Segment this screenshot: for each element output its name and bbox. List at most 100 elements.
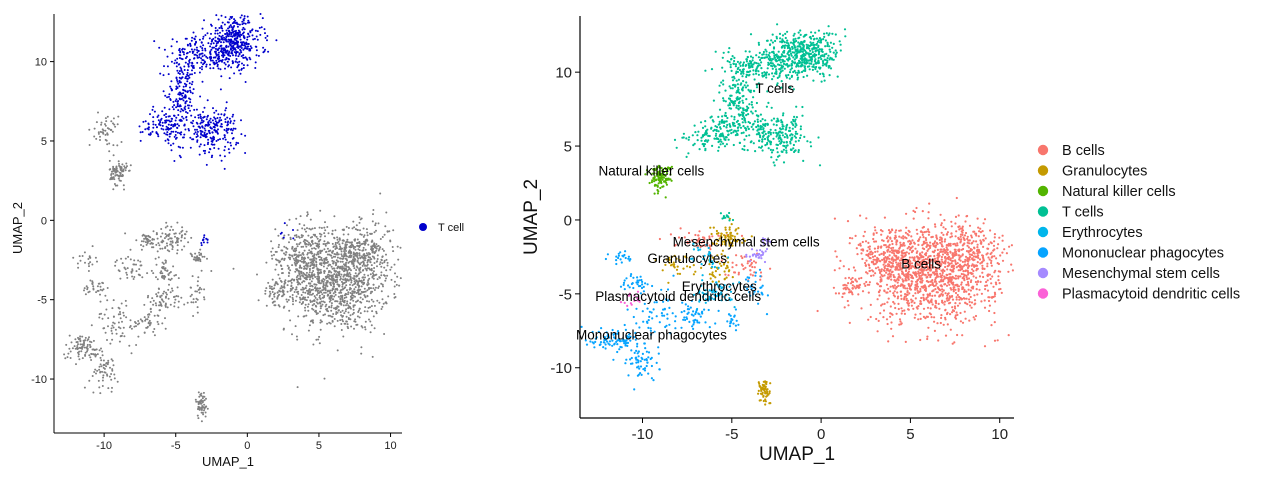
point — [269, 287, 272, 290]
point — [217, 128, 219, 131]
point — [179, 119, 182, 122]
point — [123, 165, 126, 168]
point — [955, 230, 958, 233]
point — [111, 338, 114, 341]
point — [288, 218, 291, 221]
point — [325, 258, 328, 261]
point — [224, 48, 226, 51]
point — [101, 350, 104, 353]
point — [139, 274, 141, 277]
point — [110, 373, 113, 375]
point — [72, 256, 75, 259]
point — [170, 117, 173, 120]
point — [164, 226, 167, 229]
point — [327, 271, 330, 274]
point — [302, 240, 305, 243]
point — [166, 131, 169, 134]
point — [143, 303, 146, 306]
point — [240, 14, 243, 17]
point — [110, 329, 113, 332]
point — [892, 300, 895, 304]
point — [385, 211, 388, 214]
point — [359, 266, 362, 269]
point — [955, 266, 958, 269]
point — [869, 303, 872, 306]
point — [111, 332, 114, 335]
point — [160, 294, 163, 297]
point — [112, 315, 115, 318]
point — [122, 314, 125, 317]
point — [357, 282, 359, 285]
point — [186, 301, 189, 304]
point — [317, 255, 320, 258]
point — [893, 279, 896, 282]
point — [203, 403, 206, 406]
point — [968, 293, 971, 296]
point — [239, 41, 242, 44]
point — [334, 255, 337, 258]
point — [134, 322, 137, 325]
point — [350, 269, 352, 272]
point — [892, 292, 895, 295]
point — [228, 51, 230, 54]
point — [294, 260, 297, 262]
point — [330, 265, 333, 268]
point — [988, 309, 991, 313]
point — [360, 261, 363, 264]
point — [918, 264, 922, 267]
point — [331, 320, 334, 323]
point — [227, 38, 230, 41]
point — [191, 66, 194, 69]
point — [303, 267, 305, 270]
point — [315, 283, 318, 286]
point — [942, 289, 945, 292]
point — [895, 312, 898, 315]
point — [326, 267, 329, 270]
point — [880, 233, 883, 236]
point — [326, 322, 329, 325]
point — [209, 56, 212, 58]
point — [364, 242, 367, 245]
point — [291, 333, 293, 336]
point — [200, 409, 203, 411]
point — [209, 67, 212, 70]
point — [166, 133, 169, 136]
point — [856, 253, 859, 256]
point — [398, 284, 401, 287]
point — [990, 324, 993, 327]
point — [117, 326, 120, 329]
point — [351, 292, 354, 295]
point — [879, 229, 883, 232]
point — [322, 314, 325, 317]
point — [901, 309, 904, 313]
point — [384, 225, 387, 228]
point — [936, 291, 939, 294]
point — [300, 288, 303, 291]
point — [987, 299, 991, 303]
point — [345, 265, 348, 268]
point — [193, 38, 196, 41]
point — [128, 344, 131, 347]
point — [917, 243, 920, 246]
point — [137, 335, 140, 338]
point — [331, 289, 334, 292]
point — [320, 250, 323, 253]
point — [318, 245, 321, 248]
point — [304, 306, 306, 309]
point — [361, 291, 364, 294]
point — [333, 273, 336, 276]
point — [377, 222, 380, 225]
point — [113, 170, 115, 172]
point — [394, 272, 396, 275]
point — [239, 16, 242, 19]
point — [399, 277, 402, 280]
point — [894, 266, 898, 269]
point — [156, 250, 159, 253]
point — [304, 291, 307, 294]
point — [329, 295, 332, 298]
point — [266, 39, 268, 42]
point — [965, 297, 968, 300]
point — [162, 262, 165, 265]
point — [366, 300, 368, 303]
point — [319, 302, 322, 305]
